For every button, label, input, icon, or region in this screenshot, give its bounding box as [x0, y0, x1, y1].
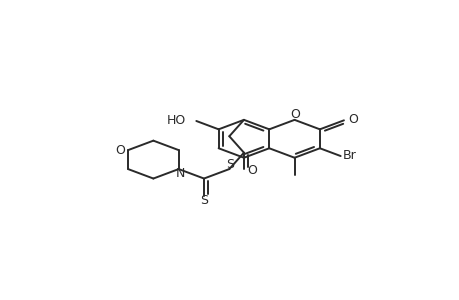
Text: O: O: [290, 108, 300, 121]
Text: O: O: [115, 144, 125, 157]
Text: O: O: [246, 164, 256, 177]
Text: S: S: [200, 194, 207, 207]
Text: N: N: [175, 167, 185, 180]
Text: HO: HO: [166, 114, 185, 127]
Text: Br: Br: [342, 149, 356, 162]
Text: S: S: [226, 158, 234, 171]
Text: O: O: [347, 113, 357, 126]
